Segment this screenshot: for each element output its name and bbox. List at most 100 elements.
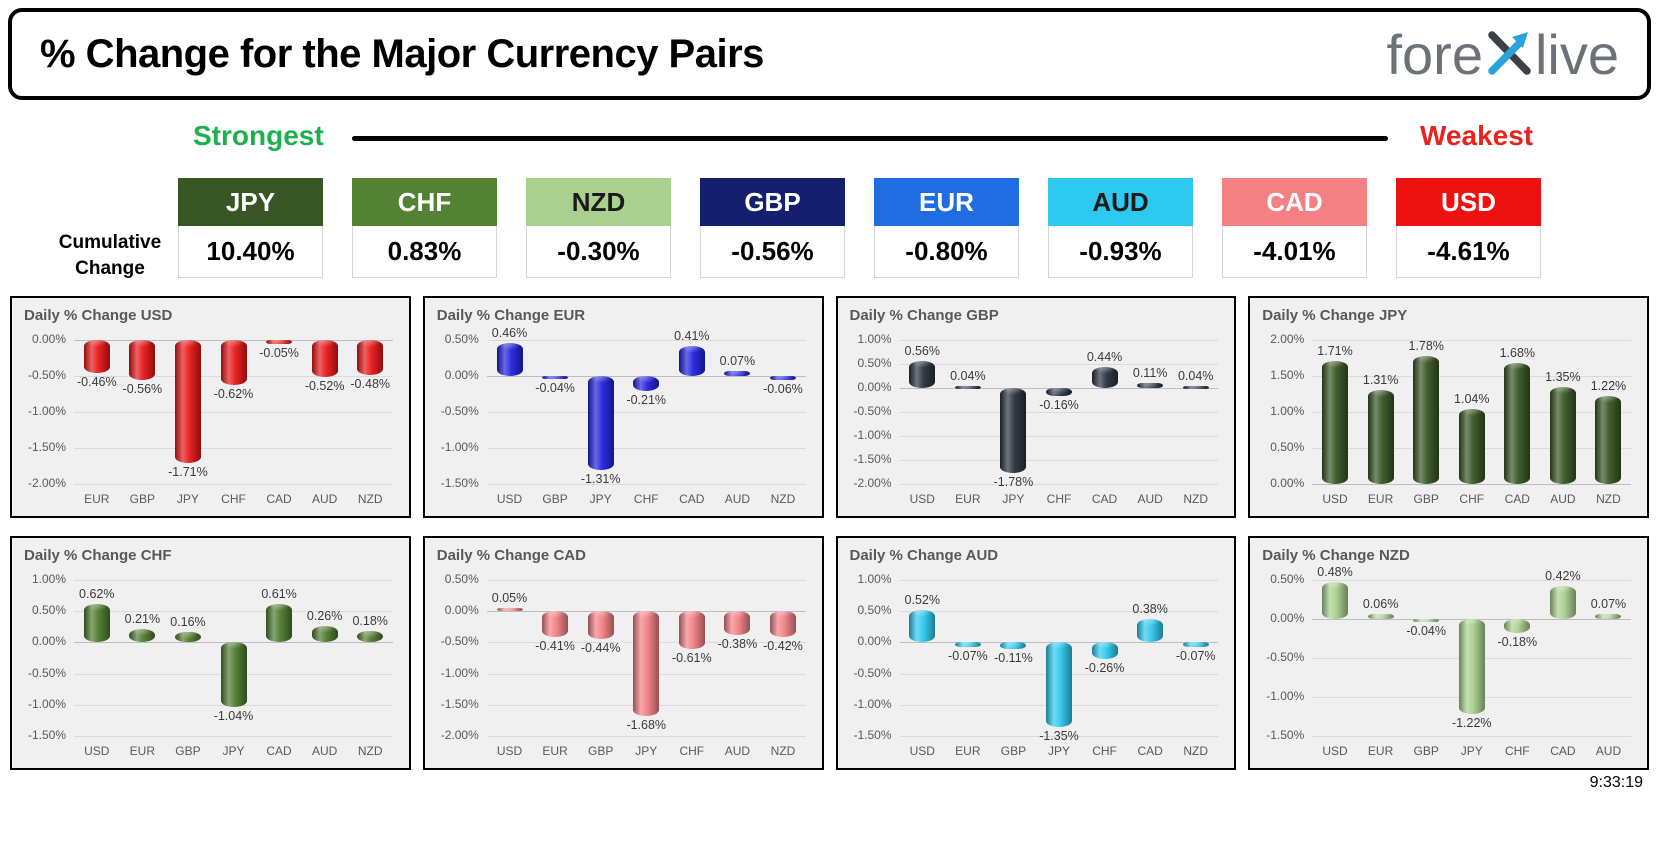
cumulative-value: -4.01% [1222,226,1367,278]
x-axis-tick: USD [1322,744,1348,758]
bar-nzd [357,340,384,375]
chart-plot: 0.50% 0.00% -0.50% -1.00% -1.50% 0.48% USD 0.06… [1266,565,1631,758]
y-axis-tick: -1.00% [440,440,479,454]
bar-chf [1504,619,1531,634]
x-axis-tick: AUD [1550,492,1576,506]
bar-value-label: -0.07% [1175,648,1216,663]
x-axis-tick: EUR [1367,744,1394,758]
x-axis-tick: USD [84,744,110,758]
bar-nzd [769,376,796,381]
cumulative-value: -4.61% [1396,226,1541,278]
bar-cad [1504,363,1531,484]
bar-value-label: 1.71% [1317,343,1353,358]
cumulative-box-aud: AUD -0.93% [1048,178,1193,278]
chart-plot: 1.00% 0.50% 0.00% -0.50% -1.00% -1.50% 0.52% US… [853,572,1219,758]
cumulative-value: 0.83% [352,226,497,278]
x-axis-tick: USD [909,492,935,506]
y-axis-tick: -1.50% [853,452,892,466]
bar-value-label: -1.68% [626,718,667,733]
y-axis-tick: -0.50% [440,404,479,418]
gridline [899,611,1219,613]
x-axis-tick: CHF [1046,492,1072,506]
currency-code: CAD [1222,178,1367,226]
timestamp: 9:33:19 [1589,774,1643,791]
cumulative-value: -0.93% [1048,226,1193,278]
gridline [74,412,393,413]
y-axis-tick: -0.50% [27,665,66,680]
bar-value-label: -0.04% [1406,624,1446,639]
y-axis-tick: 0.50% [857,356,892,370]
gridline [899,460,1219,461]
cumulative-value: -0.30% [526,226,671,278]
y-axis-tick: 0.00% [31,634,66,649]
bar-value-label: 0.48% [1317,564,1353,579]
x-axis-tick: EUR [129,744,156,758]
chart-daily-usd: Daily % Change USD 0.00% -0.50% -1.00% -1.5… [10,296,411,518]
x-axis-tick: CHF [221,492,246,506]
gridline [899,736,1219,737]
bar-value-label: -0.48% [350,376,391,391]
currency-code: EUR [874,178,1019,226]
bar-value-label: -0.44% [580,640,621,655]
gridline [74,448,393,449]
bar-aud [311,340,338,378]
bar-usd [83,603,110,643]
chart-plot: 0.50% 0.00% -0.50% -1.00% -1.50% -2.00% 0.05% U… [441,572,806,758]
bar-value-label: -0.61% [672,651,712,666]
cumulative-value: -0.56% [700,226,845,278]
bar-value-label: -1.78% [993,475,1034,490]
x-axis-tick: CHF [1459,492,1485,506]
bar-value-label: 0.62% [79,586,115,601]
x-axis-tick: AUD [311,744,338,758]
x-axis-tick: JPY [1047,744,1071,758]
x-axis-tick: AUD [1595,744,1622,758]
bar-nzd [1182,642,1209,647]
chart-daily-jpy: Daily % Change JPY 2.00% 1.50% 1.00% 0.50% 0… [1248,296,1649,518]
bar-nzd [769,611,796,638]
bar-jpy [1046,642,1072,727]
bar-value-label: 0.07% [1590,596,1627,611]
bar-gbp [1000,642,1027,650]
bar-gbp [174,632,201,643]
gridline [1312,340,1631,341]
bar-jpy [1458,619,1485,715]
y-axis-tick: 0.00% [444,603,479,618]
gridline [486,736,806,737]
y-axis-tick: 0.00% [1270,611,1305,625]
logo-text-fore: fore [1386,22,1483,86]
bar-eur [129,629,156,643]
y-axis-tick: 0.50% [857,603,892,618]
x-axis-tick: EUR [84,492,110,506]
bar-aud [724,611,751,635]
bar-gbp [1413,619,1440,623]
x-axis-tick: GBP [542,492,568,506]
y-axis-tick: 0.50% [31,603,66,618]
cumulative-box-jpy: JPY 10.40% [178,178,323,278]
bar-value-label: -1.35% [1039,728,1079,743]
currency-code: AUD [1048,178,1193,226]
x-axis-tick: CAD [1091,492,1118,506]
x-axis-tick: NZD [1596,492,1621,506]
bar-gbp [587,611,614,639]
x-axis-tick: USD [496,492,523,506]
x-axis-tick: GBP [1000,744,1027,758]
y-axis-tick: 1.00% [857,332,892,346]
chart-plot: 1.00% 0.50% 0.00% -0.50% -1.00% -1.50% 0.62% US… [28,572,393,758]
y-axis-tick: -1.00% [853,428,892,442]
bar-value-label: 0.07% [719,353,756,368]
bar-value-label: -0.07% [948,648,988,663]
chart-title: Daily % Change JPY [1262,307,1408,324]
x-axis-tick: GBP [1413,492,1439,506]
x-axis-tick: JPY [1460,744,1483,758]
bar-eur [83,340,110,374]
cumulative-box-nzd: NZD -0.30% [526,178,671,278]
bar-value-label: 0.41% [674,329,710,344]
bar-eur [1367,389,1394,484]
x-axis-tick: CHF [1504,744,1530,758]
currency-code: GBP [700,178,845,226]
bar-value-label: 1.04% [1454,392,1490,407]
gridline [74,611,393,613]
bar-value-label: -0.04% [535,380,575,395]
strongest-label: Strongest [193,120,324,151]
chart-title: Daily % Change AUD [849,547,999,564]
